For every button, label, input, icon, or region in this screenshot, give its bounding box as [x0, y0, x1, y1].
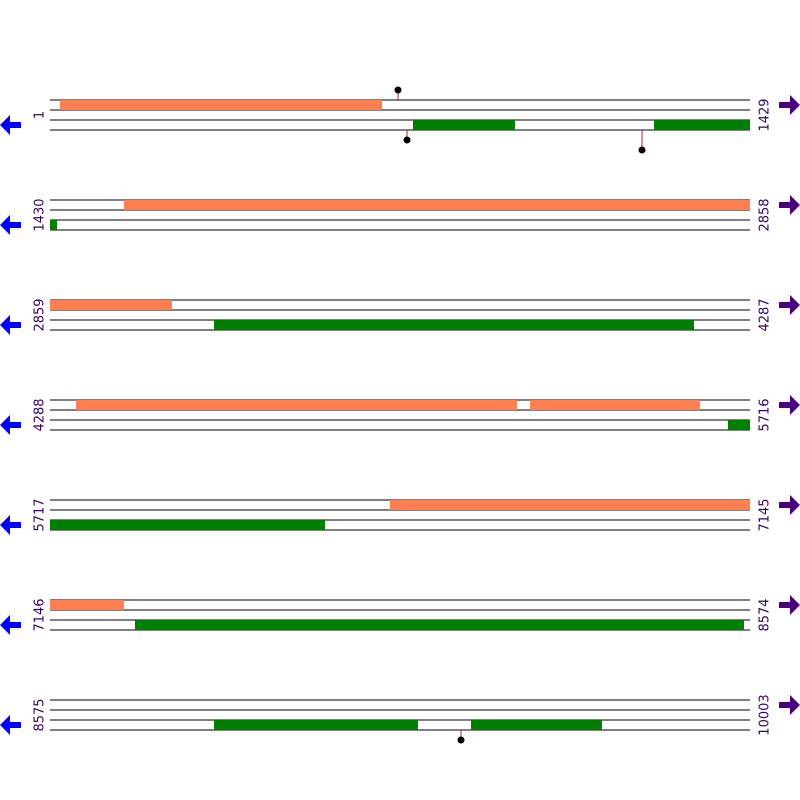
site-marker — [394, 86, 402, 94]
left-arrow — [0, 315, 21, 335]
forward-feature — [50, 600, 124, 610]
sequence-row: 1430 2858 — [0, 195, 800, 235]
site-marker — [403, 136, 411, 144]
row-end: 7145 — [758, 498, 773, 531]
forward-feature — [50, 300, 172, 310]
reverse-feature — [135, 620, 744, 630]
right-arrow — [779, 695, 800, 715]
site-marker — [457, 736, 465, 744]
row-end: 5716 — [758, 398, 773, 431]
right-arrow — [779, 595, 800, 615]
sequence-row: 4288 5716 — [0, 395, 800, 435]
sequence-row: 5717 7145 — [0, 495, 800, 535]
left-arrow — [0, 715, 21, 735]
row-start: 2859 — [33, 298, 48, 331]
sequence-row: 8575 10003 — [0, 694, 800, 744]
reverse-feature — [50, 520, 325, 530]
reverse-feature — [50, 220, 57, 230]
row-start: 1430 — [33, 198, 48, 231]
reverse-feature — [728, 420, 750, 430]
reverse-feature — [214, 720, 418, 730]
row-start: 8575 — [33, 698, 48, 731]
row-start: 7146 — [33, 598, 48, 631]
left-arrow — [0, 615, 21, 635]
right-arrow — [779, 295, 800, 315]
reverse-feature — [471, 720, 602, 730]
row-end: 8574 — [758, 598, 773, 631]
sequence-row: 7146 8574 — [0, 595, 800, 635]
left-arrow — [0, 215, 21, 235]
row-end: 4287 — [758, 298, 773, 331]
left-arrow — [0, 515, 21, 535]
row-end: 10003 — [758, 694, 773, 735]
right-arrow — [779, 195, 800, 215]
right-arrow — [779, 495, 800, 515]
reverse-feature — [214, 320, 694, 330]
row-start: 4288 — [33, 398, 48, 431]
row-start: 5717 — [33, 498, 48, 531]
right-arrow — [779, 395, 800, 415]
sequence-row: 2859 4287 — [0, 295, 800, 335]
row-start: 1 — [33, 111, 48, 119]
left-arrow — [0, 415, 21, 435]
right-arrow — [779, 95, 800, 115]
reverse-feature — [413, 120, 515, 130]
row-end: 1429 — [758, 98, 773, 131]
left-arrow — [0, 115, 21, 135]
forward-feature — [124, 200, 750, 210]
forward-feature — [390, 500, 750, 510]
sequence-row: 1 1429 — [0, 86, 800, 154]
reverse-feature — [654, 120, 750, 130]
forward-feature — [76, 400, 517, 410]
row-end: 2858 — [758, 198, 773, 231]
site-marker — [638, 146, 646, 154]
forward-feature — [60, 100, 382, 110]
forward-feature — [530, 400, 700, 410]
